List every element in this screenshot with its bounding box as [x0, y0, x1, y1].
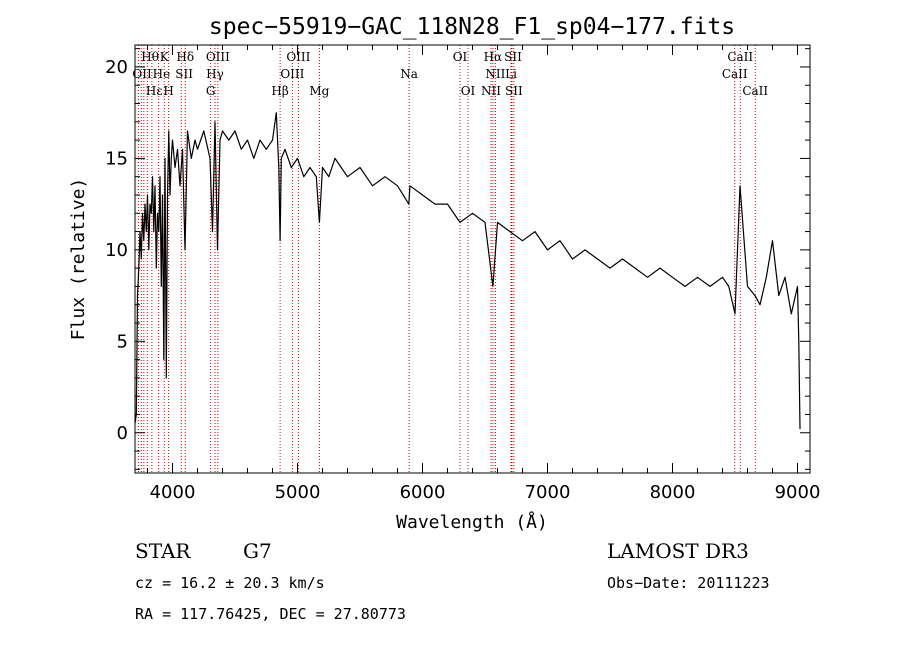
spectral-line-label: CaII	[727, 50, 753, 64]
spectral-line-label: SII	[505, 84, 523, 98]
survey-name: LAMOST DR3	[607, 539, 749, 563]
spectral-line-label: SII	[175, 67, 193, 81]
spectral-line-label: OI	[453, 50, 468, 64]
spectral-line-markers	[137, 45, 756, 473]
y-tick-label: 5	[117, 331, 128, 352]
plot-frame	[134, 44, 811, 474]
spectral-line-label: He	[153, 67, 171, 81]
x-tick-label: 5000	[275, 482, 321, 503]
spectral-line-label: Hβ	[271, 84, 288, 98]
spectral-line-label: CaII	[742, 84, 768, 98]
x-tick-label: 4000	[150, 482, 196, 503]
y-tick-label: 20	[105, 57, 128, 78]
y-tick-label: 15	[105, 148, 128, 169]
coordinates: RA = 117.76425, DEC = 27.80773	[135, 605, 406, 623]
y-tick-label: 0	[117, 423, 128, 444]
spectral-line-label: Hε	[146, 84, 163, 98]
spectral-line-label: Hθ	[141, 50, 159, 64]
spectral-line-label: Li	[505, 67, 517, 81]
y-axis-ticks: 0 5 10 15 20	[105, 48, 810, 470]
spectral-line-label: NII	[481, 84, 501, 98]
series-layer	[134, 112, 801, 430]
chart-title: spec−55919−GAC_118N28_F1_sp04−177.fits	[209, 14, 735, 40]
y-tick-label: 10	[105, 240, 128, 261]
spectral-line-label: Mg	[309, 84, 329, 98]
spectral-line-label: Hδ	[176, 50, 194, 64]
spectral-line-label: OI	[461, 84, 476, 98]
x-axis-label: Wavelength (Å)	[396, 511, 548, 533]
x-axis-ticks: 4000 5000 6000 7000 8000 9000	[147, 45, 821, 503]
spectral-line-label: OIII	[286, 50, 310, 64]
spectral-line-label: H	[163, 84, 173, 98]
x-tick-label: 9000	[775, 482, 821, 503]
spectral-line-label: Hα	[484, 50, 503, 64]
spectral-line-label: NII	[485, 67, 505, 81]
spectral-line-label: SII	[504, 50, 522, 64]
x-tick-label: 8000	[650, 482, 696, 503]
spectral-line-label: OII	[132, 67, 152, 81]
object-subclass: G7	[243, 539, 272, 563]
spectral-line-label: CaII	[722, 67, 748, 81]
y-axis-label: Flux (relative)	[68, 178, 89, 341]
x-tick-label: 7000	[525, 482, 571, 503]
spectral-line-label: OIII	[280, 67, 304, 81]
x-tick-label: 6000	[400, 482, 446, 503]
object-class: STAR	[135, 539, 191, 563]
spectrum-line	[134, 112, 801, 430]
spectral-line-label: K	[160, 50, 170, 64]
spectral-line-label: Na	[400, 67, 418, 81]
observation-date: Obs−Date: 20111223	[607, 574, 770, 592]
spectral-line-label: OIII	[206, 50, 230, 64]
redshift-cz: cz = 16.2 ± 20.3 km/s	[135, 574, 325, 592]
spectral-line-label: G	[206, 84, 216, 98]
spectral-line-label: Hγ	[206, 67, 224, 81]
